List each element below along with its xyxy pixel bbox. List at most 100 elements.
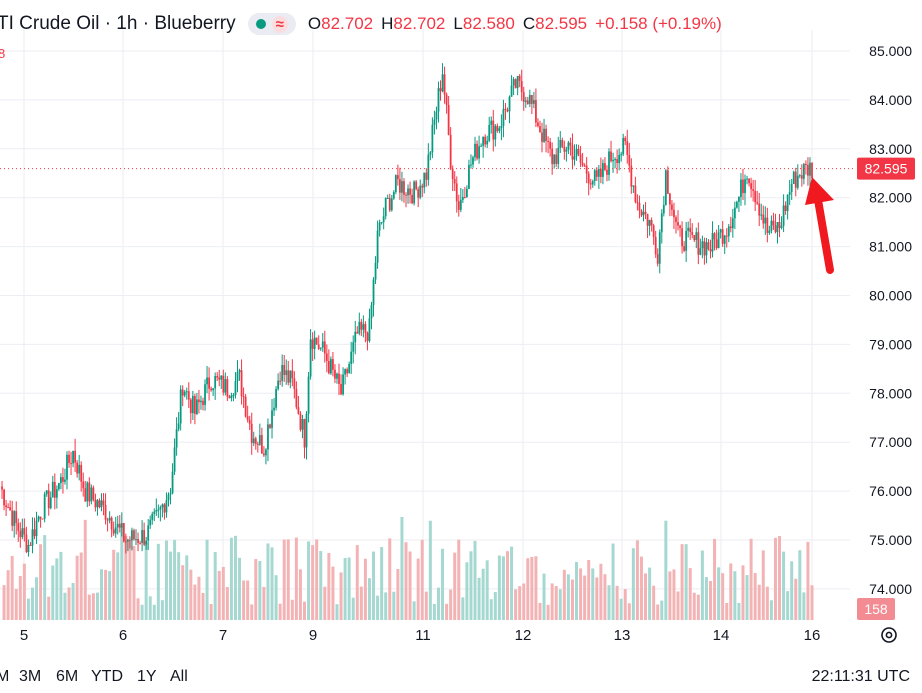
candle-body: [719, 229, 722, 233]
candle-body: [713, 233, 716, 240]
range-button-1y[interactable]: 1Y: [137, 668, 157, 685]
candle-body: [632, 185, 635, 187]
candle-body: [740, 179, 742, 198]
volume-bar: [10, 555, 14, 620]
volume-bar: [71, 582, 75, 620]
candle-body: [352, 342, 355, 352]
candle-body: [666, 170, 669, 194]
volume-bar: [55, 558, 59, 620]
candle-body: [177, 423, 180, 430]
candle-body: [516, 75, 519, 89]
volume-bar: [684, 544, 688, 620]
candle-body: [425, 172, 428, 180]
candle-body: [453, 179, 456, 184]
candle-body: [1, 486, 3, 490]
candle-body: [153, 511, 156, 514]
range-button-ytd[interactable]: YTD: [91, 668, 123, 685]
time-axis[interactable]: 5 6 7 9 11 12 13 14 16: [20, 627, 821, 644]
range-button-6m[interactable]: 6M: [56, 668, 79, 685]
candle-body: [321, 341, 324, 348]
candlestick-chart[interactable]: 85.000 84.000 83.000 82.000 81.000 80.000 79.0…: [0, 0, 922, 662]
candle-body: [149, 519, 152, 526]
volume-bar: [246, 580, 250, 620]
candle-body: [315, 337, 318, 345]
candle-body: [689, 227, 692, 232]
candle-body: [532, 100, 535, 104]
volume-bar: [100, 569, 103, 620]
volume-bar: [745, 575, 749, 620]
candle-body: [459, 199, 462, 210]
chart-grid: [0, 30, 850, 620]
x-tick-label: 14: [713, 627, 730, 644]
volume-bar: [741, 565, 745, 620]
volume-bar: [380, 547, 384, 620]
volume-bar: [278, 603, 282, 620]
candle-body: [218, 377, 221, 380]
candle-body: [376, 230, 379, 263]
candle-body: [721, 229, 724, 244]
volume-bar: [270, 547, 274, 620]
status-pill[interactable]: ≈: [247, 13, 296, 35]
range-button-3m[interactable]: 3M: [19, 668, 42, 685]
volume-bar: [639, 556, 643, 620]
open-label: O: [307, 14, 322, 33]
candle-body: [7, 507, 10, 509]
candle-body: [618, 154, 621, 164]
volume-bar: [692, 592, 696, 620]
volume-bar: [132, 545, 136, 620]
candle-body: [254, 438, 257, 444]
candle-body: [551, 148, 554, 165]
range-button-m[interactable]: M: [0, 668, 10, 685]
candle-body: [238, 370, 241, 373]
candle-body: [51, 481, 54, 498]
candle-body: [336, 373, 338, 379]
candle-body: [37, 516, 40, 521]
volume-bar: [327, 553, 331, 620]
volume-bar: [355, 545, 359, 620]
volume-bar: [229, 537, 233, 620]
volume-bar: [497, 555, 501, 620]
candle-body: [269, 424, 271, 428]
candle-body: [543, 128, 545, 142]
candle-body: [742, 179, 744, 194]
volume-bar: [47, 596, 51, 620]
candle-body: [118, 523, 121, 528]
volume-bar: [197, 576, 201, 620]
volume-bar: [721, 573, 725, 620]
volume-bar: [554, 586, 558, 620]
settings-gear-icon[interactable]: [878, 624, 900, 646]
candle-body: [45, 490, 48, 495]
candle-body: [811, 162, 813, 179]
candle-body: [295, 389, 298, 408]
volume-bar: [619, 598, 623, 620]
candle-body: [342, 374, 344, 395]
volume-bar: [156, 543, 160, 620]
candle-body: [60, 477, 62, 484]
candle-body: [226, 379, 229, 397]
volume-bar: [558, 589, 562, 620]
candle-body: [108, 517, 111, 521]
candle-body: [683, 246, 686, 251]
candle-body: [258, 435, 261, 445]
candle-body: [189, 399, 192, 414]
candle-body: [323, 341, 326, 354]
candle-body: [283, 365, 286, 375]
candle-body: [313, 337, 316, 349]
candle-body: [17, 523, 20, 531]
price-axis[interactable]: 85.000 84.000 83.000 82.000 81.000 80.000 79.0…: [869, 43, 912, 597]
volume-bar: [238, 557, 242, 620]
candle-body: [608, 151, 610, 175]
volume-bar: [798, 550, 802, 620]
candle-body: [725, 235, 728, 237]
candle-body: [305, 413, 308, 448]
volume-bar: [753, 573, 757, 620]
symbol-title[interactable]: TI Crude Oil · 1h · Blueberry: [0, 13, 236, 34]
volume-bar: [802, 592, 806, 620]
candle-body: [606, 169, 608, 175]
candle-body: [348, 364, 351, 374]
candle-body: [709, 249, 712, 252]
y-tick-label: 82.000: [869, 190, 912, 206]
volume-bar: [672, 569, 676, 620]
range-button-all[interactable]: All: [170, 668, 188, 685]
volume-bar: [420, 539, 424, 620]
